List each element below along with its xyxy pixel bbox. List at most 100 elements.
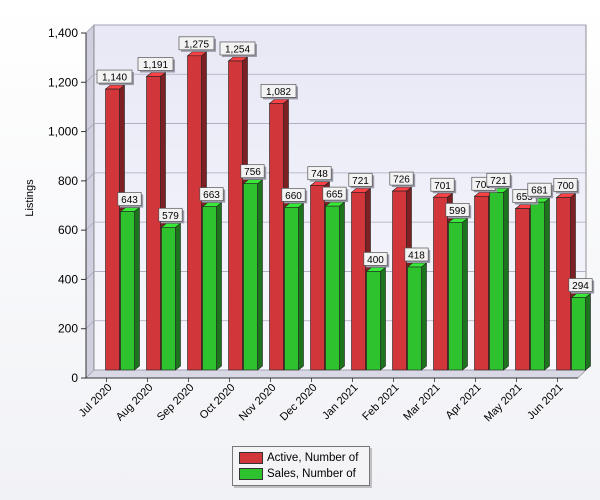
legend-label-sales: Sales, Number of [267, 468, 356, 480]
y-tick-label: 0 [71, 371, 78, 385]
bar-sales [283, 202, 305, 371]
bar-sales [119, 206, 141, 371]
x-tick-label: May 2021 [482, 382, 525, 425]
bar-front [243, 183, 258, 371]
bar-front [571, 297, 586, 371]
bar-side [380, 266, 386, 371]
x-tick-label: Dec 2020 [278, 382, 320, 424]
x-tick-label: Feb 2021 [360, 382, 401, 423]
gridline-depth [85, 74, 95, 83]
data-label-box [568, 278, 593, 292]
bar-front [392, 190, 407, 371]
data-label: 294 [572, 281, 589, 292]
data-label-box [445, 203, 470, 217]
data-label: 726 [393, 175, 410, 186]
bar-front [515, 208, 530, 371]
bar-sales [160, 222, 182, 371]
bar-front [448, 222, 463, 371]
x-tick-label: Sep 2020 [155, 382, 197, 424]
x-tick-label: Jan 2021 [320, 382, 360, 422]
data-label-box [527, 182, 552, 197]
y-tick-label: 600 [58, 223, 78, 237]
data-label-box [117, 192, 142, 206]
bar-front [433, 196, 448, 371]
bar-front [325, 205, 340, 371]
bar-side [503, 187, 509, 371]
bar-side [216, 201, 222, 371]
bar-sales [242, 179, 264, 371]
data-label: 579 [162, 211, 179, 222]
gridline-depth [85, 271, 95, 280]
data-label-box [363, 252, 388, 266]
data-label-box [322, 186, 347, 201]
x-tick-label: Jul 2020 [77, 382, 115, 420]
bar-sales [447, 217, 469, 371]
bar-side [462, 217, 468, 371]
data-label-box [281, 188, 306, 202]
x-tick-label: Mar 2021 [401, 382, 442, 423]
bar-sales [570, 292, 592, 371]
data-label-box [158, 207, 183, 222]
bar-front [489, 192, 504, 371]
bar-front [351, 192, 366, 371]
chart-legend: Active, Number of Sales, Number of [232, 446, 370, 486]
data-label: 721 [352, 176, 369, 187]
data-label: 418 [408, 250, 425, 261]
y-tick-label: 400 [58, 272, 78, 286]
gridline-depth [85, 221, 95, 231]
bar-sales [201, 201, 223, 371]
legend-item-active: Active, Number of [239, 450, 369, 466]
data-label: 700 [557, 181, 574, 192]
data-label-box [430, 177, 455, 192]
y-tick-label: 1,000 [48, 125, 78, 139]
y-tick-label: 1,400 [48, 26, 78, 40]
x-tick-label: Apr 2021 [444, 382, 484, 422]
x-tick-label: Oct 2020 [198, 382, 238, 422]
data-label-box [178, 36, 215, 51]
bar-sales [488, 187, 510, 371]
plot-floor [85, 369, 587, 379]
data-label: 701 [434, 181, 451, 192]
data-label: 1,191 [143, 60, 168, 71]
data-label: 660 [285, 191, 302, 202]
data-label-box [348, 172, 373, 187]
bar-front [161, 227, 176, 371]
bar-front [269, 103, 284, 371]
data-label: 663 [203, 190, 220, 201]
bar-front [120, 211, 135, 371]
gridline-depth [85, 320, 95, 329]
bar-front [556, 197, 571, 371]
data-label: 681 [531, 186, 548, 197]
bar-front [202, 206, 217, 371]
data-label: 1,275 [184, 39, 209, 50]
data-label: 756 [244, 167, 261, 178]
bar-sales [406, 262, 428, 371]
data-label-box [137, 57, 174, 71]
gridline-depth [85, 172, 95, 182]
bar-front [474, 195, 489, 371]
bar-side [421, 262, 427, 371]
legend-swatch-sales [239, 468, 263, 480]
data-label-box [96, 69, 133, 84]
bar-side [339, 201, 345, 371]
bar-side [298, 202, 304, 371]
data-label: 721 [490, 176, 507, 187]
x-tick-label: Nov 2020 [237, 382, 279, 424]
gridline-depth [85, 123, 95, 132]
bar-front [105, 88, 120, 371]
data-label-box [307, 166, 332, 181]
legend-item-sales: Sales, Number of [239, 466, 369, 482]
bar-front [187, 55, 202, 371]
y-tick-label: 1,200 [48, 75, 78, 89]
bar-side [585, 292, 591, 371]
data-label-box [240, 164, 265, 179]
bar-side [544, 197, 550, 371]
data-label: 400 [367, 255, 384, 266]
data-label: 665 [326, 190, 343, 201]
gridline-depth [85, 369, 95, 379]
data-label: 1,082 [266, 87, 291, 98]
data-label: 1,254 [225, 44, 250, 55]
legend-swatch-active [239, 452, 263, 464]
data-label: 748 [311, 169, 328, 180]
